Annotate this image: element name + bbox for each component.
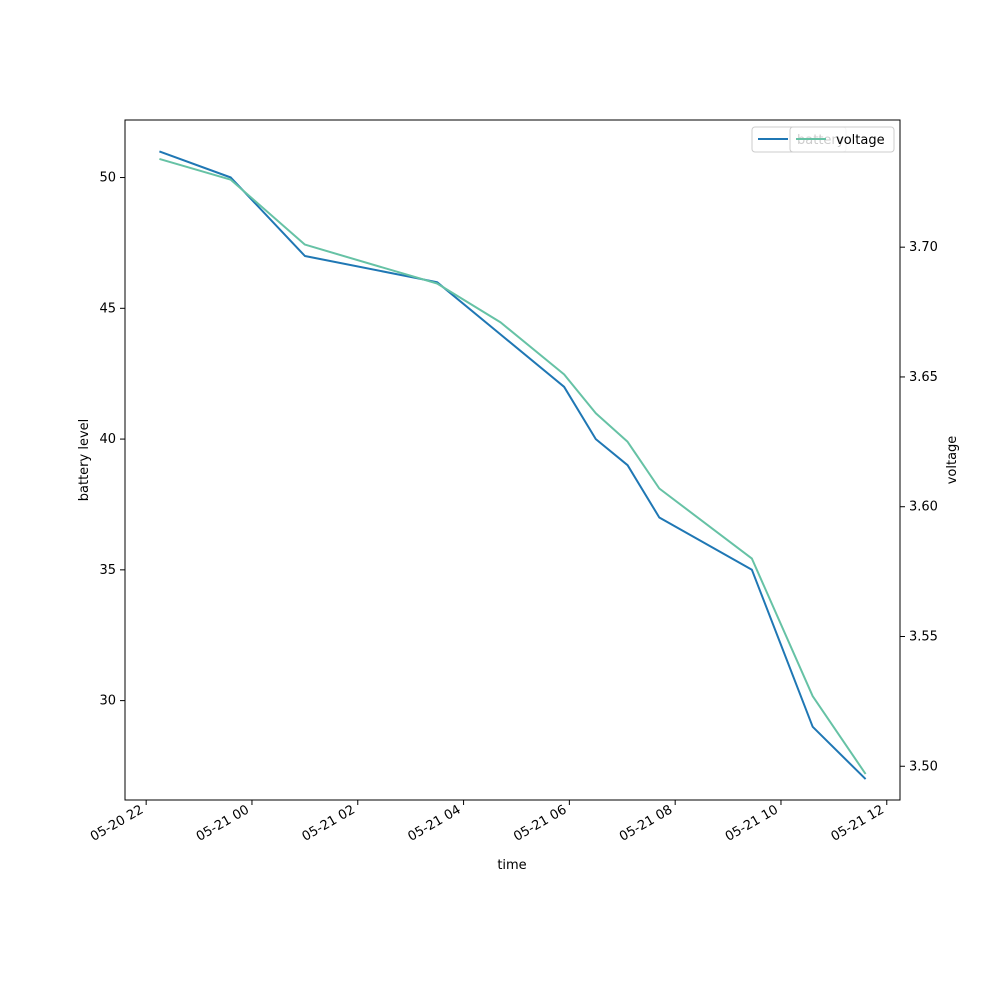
right-y-tick-label: 3.65 [909,370,938,385]
left-y-tick-label: 40 [99,432,116,447]
legend-label-voltage: voltage [836,133,885,148]
left-y-tick-label: 30 [99,694,116,709]
left-y-axis-label: battery level [77,419,92,502]
series-line-battery [159,150,867,780]
left-y-tick-label: 35 [99,563,116,578]
legend-box-voltage [789,126,895,153]
right-y-tick-label: 3.70 [909,240,938,255]
series-line-voltage [159,157,867,775]
plot-area [159,150,867,780]
right-y-axis-label: voltage [945,436,960,485]
right-y-tick-label: 3.55 [909,629,938,644]
right-y-tick-label: 3.60 [909,500,938,515]
x-axis-label: time [497,858,526,873]
left-y-tick-label: 45 [99,301,116,316]
right-y-tick-label: 3.50 [909,759,938,774]
left-y-tick-label: 50 [99,171,116,186]
legend: battery voltage [751,126,895,153]
axes-frame [124,119,901,801]
